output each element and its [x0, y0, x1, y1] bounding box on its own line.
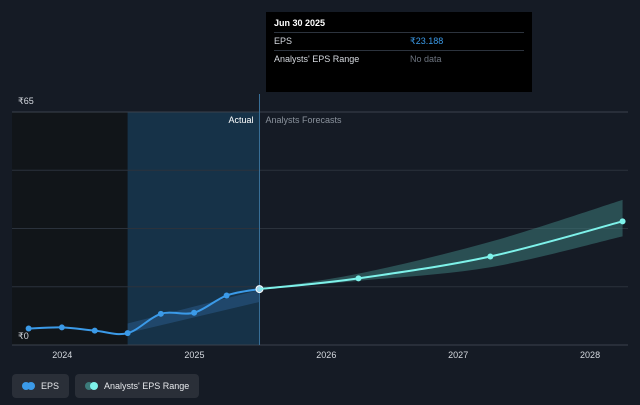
legend-item-eps[interactable]: EPS	[12, 374, 70, 398]
y-tick-label-2: ₹0	[18, 331, 29, 341]
eps-point-2	[58, 324, 65, 331]
eps-point-6	[191, 309, 198, 316]
chart-legend: EPS Analysts' EPS Range	[12, 374, 200, 398]
forecast-point-1	[355, 275, 362, 282]
tooltip-range-label: Analysts' EPS Range	[274, 54, 360, 64]
tooltip-row-eps: EPS ₹23.188	[274, 32, 524, 50]
eps-point-1	[25, 325, 32, 332]
forecast-eps-range-band	[259, 199, 623, 290]
hover-tooltip: Jun 30 2025 EPS ₹23.188 Analysts' EPS Ra…	[266, 12, 532, 92]
forecast-label: Analysts Forecasts	[265, 115, 342, 125]
legend-range-label: Analysts' EPS Range	[104, 381, 190, 391]
y-tick-label-1: ₹65	[18, 96, 34, 106]
eps-point-5	[157, 310, 164, 317]
tooltip-date: Jun 30 2025	[274, 18, 326, 28]
x-tick-label-2026: 2026	[316, 350, 336, 360]
legend-eps-label: EPS	[41, 381, 60, 391]
eps-point-4	[124, 330, 131, 337]
tooltip-row-range: Analysts' EPS Range No data	[274, 50, 524, 67]
eps-point-7	[223, 292, 230, 299]
tooltip-eps-label: EPS	[274, 36, 293, 46]
forecast-point-2	[487, 253, 494, 260]
range-legend-icon	[85, 382, 99, 390]
x-tick-label-2024: 2024	[52, 350, 72, 360]
tooltip-eps-value: ₹23.188	[410, 36, 444, 46]
x-tick-label-2025: 2025	[184, 350, 204, 360]
tooltip-range-value: No data	[410, 54, 442, 64]
eps-point-3	[91, 327, 98, 334]
forecast-point-3	[619, 218, 626, 225]
eps-legend-icon	[22, 382, 35, 390]
legend-item-eps-range[interactable]: Analysts' EPS Range	[75, 374, 200, 398]
x-tick-label-2028: 2028	[580, 350, 600, 360]
actual-label: Actual	[228, 115, 253, 125]
x-tick-label-2027: 2027	[448, 350, 468, 360]
forecast-series-line	[259, 220, 623, 291]
